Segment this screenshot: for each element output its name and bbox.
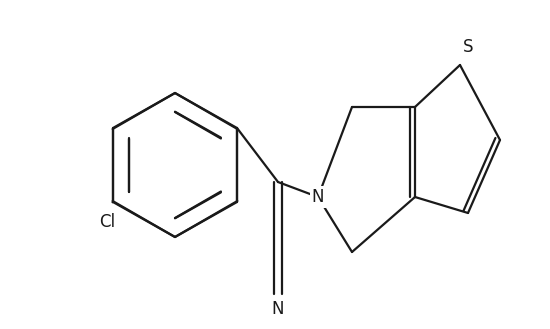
Text: N: N — [272, 300, 284, 318]
Text: N: N — [312, 188, 324, 206]
Text: Cl: Cl — [100, 213, 116, 231]
Text: S: S — [463, 38, 473, 56]
